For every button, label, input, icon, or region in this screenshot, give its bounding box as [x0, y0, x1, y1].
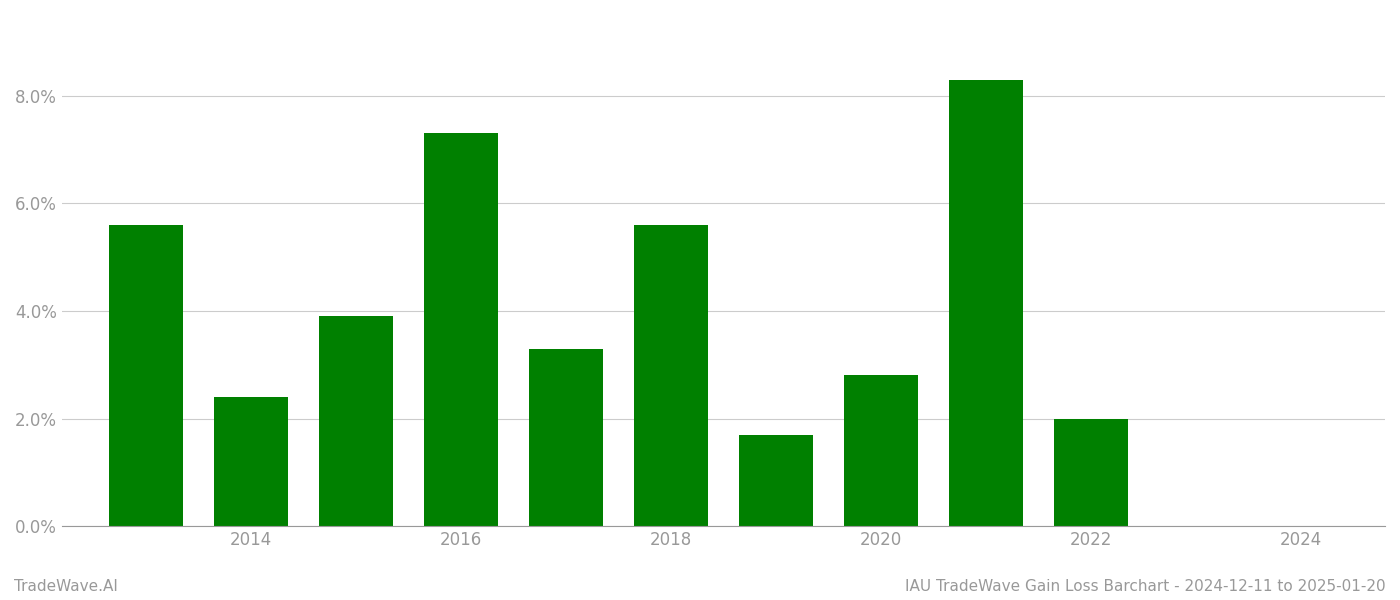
- Bar: [1054, 419, 1128, 526]
- Bar: [634, 225, 707, 526]
- Bar: [109, 225, 182, 526]
- Bar: [214, 397, 287, 526]
- Text: IAU TradeWave Gain Loss Barchart - 2024-12-11 to 2025-01-20: IAU TradeWave Gain Loss Barchart - 2024-…: [906, 579, 1386, 594]
- Bar: [739, 434, 812, 526]
- Text: TradeWave.AI: TradeWave.AI: [14, 579, 118, 594]
- Bar: [529, 349, 602, 526]
- Bar: [424, 133, 497, 526]
- Bar: [844, 376, 918, 526]
- Bar: [319, 316, 392, 526]
- Bar: [949, 80, 1023, 526]
